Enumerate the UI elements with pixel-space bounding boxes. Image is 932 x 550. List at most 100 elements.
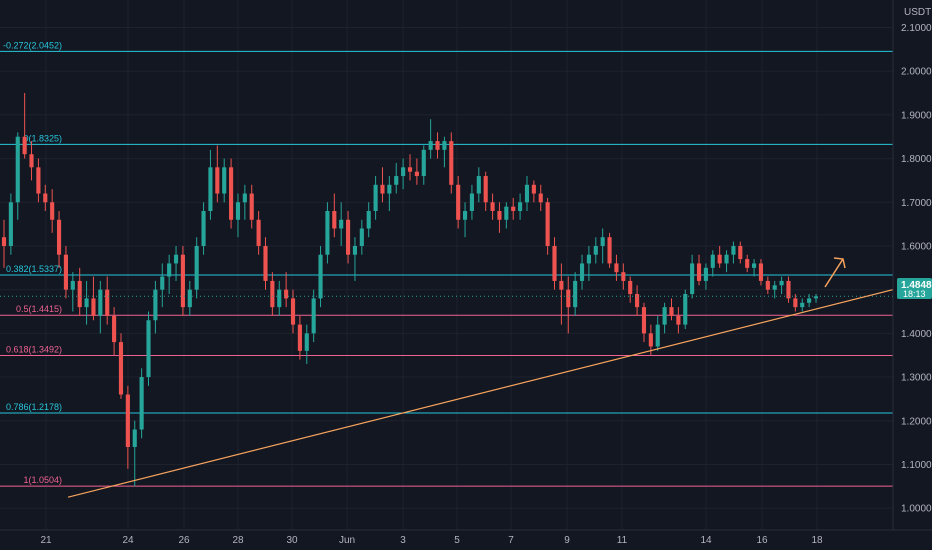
price-tick-label: 2.0000 (901, 67, 932, 78)
candle-body (394, 176, 399, 185)
candle-body (194, 245, 199, 290)
date-tick-label: 11 (617, 535, 628, 546)
candle-body (359, 228, 364, 246)
fib-level-label: 1(1.0504) (23, 475, 62, 485)
countdown-timer: 18:13 (903, 289, 926, 299)
date-tick-label: 24 (122, 535, 134, 546)
candle-body (401, 167, 406, 177)
candle-body (524, 184, 530, 203)
candle-body (573, 280, 578, 308)
fib-level-label: 0.786(1.2178) (6, 402, 62, 412)
candle-body (462, 211, 468, 220)
candle-body (235, 202, 241, 220)
candle-body (373, 184, 378, 212)
candle-body (22, 136, 27, 155)
candle-body (290, 298, 296, 325)
candle-body (435, 141, 440, 150)
candle-body (325, 211, 330, 255)
candle-body (779, 280, 784, 286)
candle-body (758, 263, 764, 281)
date-tick-label: 30 (286, 535, 298, 546)
candle-body (105, 289, 110, 316)
candle-body (786, 280, 791, 299)
candle-body (765, 280, 770, 290)
candle-body (635, 294, 640, 308)
candle-body (160, 276, 165, 290)
candle-body (662, 307, 667, 325)
price-tick-label: 2.1000 (901, 23, 932, 34)
candle-body (256, 219, 261, 246)
candle-body (318, 254, 323, 299)
candle-body (387, 184, 392, 194)
candle-body (490, 202, 495, 212)
candle-body (545, 202, 550, 246)
candle-body (511, 206, 516, 212)
candle-body (800, 302, 805, 308)
candle-body (173, 254, 179, 264)
candle-body (476, 176, 481, 194)
candle-body (497, 211, 502, 220)
candle-body (731, 245, 736, 255)
candle-body (366, 211, 371, 229)
trendline[interactable] (67, 257, 894, 498)
candle-body (586, 254, 591, 264)
candle-body (676, 315, 681, 325)
price-tick-label: 1.1000 (901, 460, 932, 471)
candle-body (717, 254, 722, 264)
candle-body (483, 176, 488, 203)
candle-body (43, 193, 48, 203)
candle-body (36, 167, 41, 194)
fib-level-label: 0.618(1.3492) (6, 345, 62, 355)
candle-body (621, 272, 626, 281)
candle-body (628, 280, 633, 295)
last-price-badge: 1.4848 18:13 (897, 278, 932, 299)
candle-body (339, 219, 344, 229)
projection-arrow[interactable] (824, 258, 844, 288)
candle-body (559, 280, 564, 290)
candle-body (50, 202, 55, 220)
candle-body (8, 202, 13, 246)
candle-body (270, 280, 275, 308)
fibonacci-retracement[interactable]: -0.272(2.0452) 0(1.8325) 0.382(1.5337) 0.5(… (0, 40, 893, 487)
date-tick-label: 7 (508, 535, 514, 546)
candle-body (84, 298, 89, 308)
candlestick-series (0, 93, 893, 487)
ascending-trendline[interactable] (67, 289, 894, 498)
candle-body (593, 245, 598, 255)
candle-body (304, 333, 309, 351)
candle-body (380, 184, 385, 194)
candle-body (641, 307, 647, 334)
candle-body (249, 193, 254, 220)
candle-body (690, 263, 695, 295)
candle-body (311, 298, 316, 334)
time-axis[interactable]: 21 24 26 28 30 Jun 3 5 7 9 11 14 16 18 (40, 535, 823, 546)
date-tick-label: 5 (454, 535, 460, 546)
candle-body (407, 167, 413, 172)
candle-body (346, 219, 351, 255)
last-price-value: 1.4848 (901, 280, 932, 291)
candle-body (215, 167, 220, 194)
candle-body (352, 245, 358, 255)
currency-label: USDT (904, 7, 931, 18)
price-tick-label: 1.3000 (901, 373, 932, 384)
candle-body (263, 245, 268, 281)
candle-body (813, 296, 819, 299)
candle-body (297, 324, 302, 351)
fib-level-label: 0.5(1.4415) (16, 304, 62, 314)
candle-body (91, 298, 96, 316)
candle-body (793, 298, 798, 308)
candle-body (1, 237, 7, 246)
candle-body (15, 136, 20, 203)
candle-body (518, 202, 523, 212)
candle-body (139, 377, 144, 430)
candle-body (208, 167, 213, 212)
price-tick-label: 1.8000 (901, 154, 932, 165)
candle-body (284, 289, 289, 299)
candle-body (77, 280, 82, 308)
candle-body (696, 263, 702, 281)
candle-body (752, 263, 757, 268)
fib-level-label: 0(1.8325) (23, 133, 62, 143)
candle-body (772, 285, 777, 290)
candle-body (442, 141, 447, 150)
